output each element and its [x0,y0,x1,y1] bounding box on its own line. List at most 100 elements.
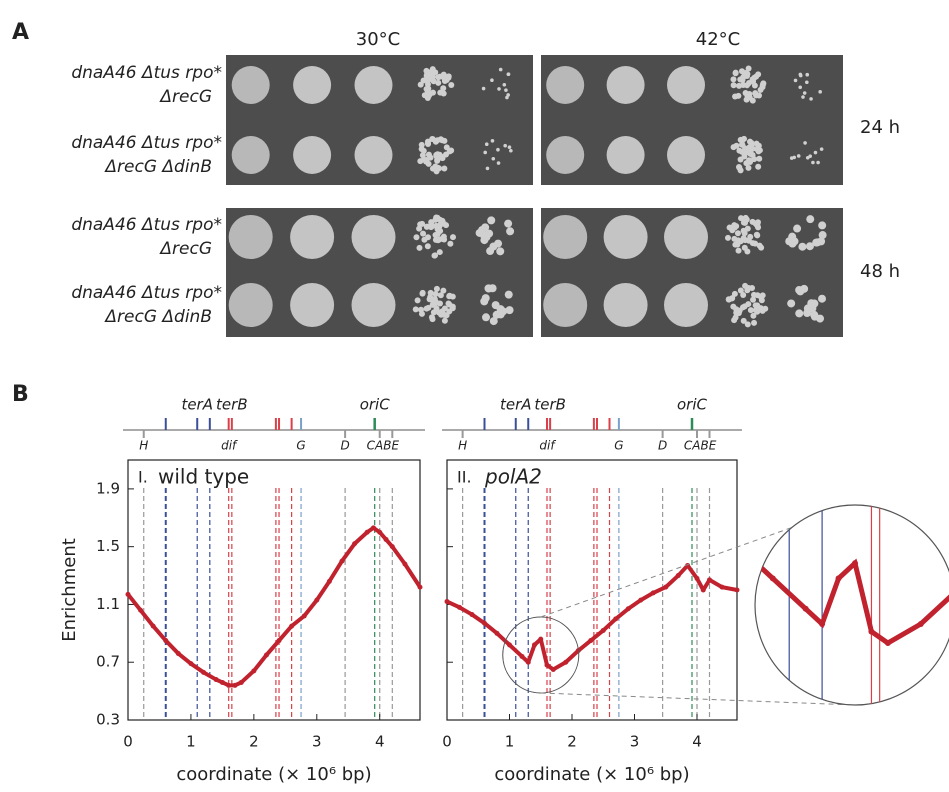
zoom-source [502,616,580,694]
panel-label: B [12,382,29,407]
point [238,679,244,685]
point [232,682,238,688]
colony [420,156,427,163]
map-label: terA [500,396,532,414]
colony [433,285,440,292]
point [444,599,450,605]
x-tick-label: 4 [692,733,702,751]
strain-label: dnaA46 Δtus rpo* [71,133,222,153]
colony [485,166,490,171]
colony [502,82,507,87]
colony [428,314,435,321]
plot-frame [127,459,421,721]
colony [753,221,760,228]
colony [734,230,741,237]
panel-numeral: II. [457,468,472,487]
y-tick-label: 1.5 [96,537,120,555]
colony [724,234,731,241]
point [364,529,370,535]
colony [742,145,749,152]
map-label: dif [221,439,238,453]
column-header: 42°C [696,29,740,50]
colony [739,77,746,84]
colony [805,72,810,77]
colony [509,148,513,153]
map-label: CABE [367,439,400,453]
colony [744,225,751,232]
point [377,529,383,535]
colony [810,299,819,308]
map-label: H [139,439,148,453]
spot [290,215,335,259]
colony [417,306,424,313]
colony [733,223,740,230]
colony [424,140,431,147]
x-tick-label: 3 [312,733,322,751]
panel-numeral: I. [138,468,148,487]
colony [441,137,448,144]
colony [735,237,742,244]
colony [756,155,763,162]
colony [497,87,501,91]
colony [418,141,425,148]
colony [437,89,444,96]
point [625,606,631,612]
point [383,536,389,542]
spot [546,66,585,104]
point [314,597,320,603]
x-tick-label: 4 [375,733,385,751]
colony [813,238,822,247]
colony [412,306,419,313]
colony [505,95,509,100]
colony [819,147,824,151]
panel-label: A [12,20,29,45]
spot [351,283,396,327]
colony [432,291,439,298]
colony [446,293,453,300]
colony [440,71,447,78]
colony [423,67,430,74]
colony [751,319,758,326]
point [339,558,345,564]
colony [808,154,812,159]
strain-label: dnaA46 Δtus rpo* [71,63,222,83]
colony [746,91,753,98]
zoom-point [819,621,826,628]
colony [740,235,747,242]
strain-label: ΔrecG [158,239,212,259]
colony [753,140,760,147]
spot [351,215,396,259]
colony [736,164,743,171]
strain-label: ΔrecG ΔdinB [103,157,212,177]
map-label: H [458,439,467,453]
colony [802,91,807,95]
colony [441,311,448,318]
spot [664,283,708,327]
colony [729,295,736,302]
x-tick-label: 0 [123,733,133,751]
point [276,638,282,644]
colony [504,290,513,299]
chart-title: wild type [158,465,249,489]
point [150,623,156,629]
colony [448,82,455,89]
colony [740,317,747,324]
colony [796,154,801,158]
spot [228,215,273,259]
chart-title: polA2 [484,465,542,489]
colony [744,321,751,328]
colony [436,249,443,256]
colony [816,314,825,323]
colony [732,314,739,321]
point [138,607,144,613]
trend [446,563,738,672]
point [613,616,619,622]
spot [543,283,588,327]
map-label: dif [539,439,556,453]
zoom-connector [540,504,856,618]
colony [425,160,432,167]
colony [435,309,442,316]
colony [750,78,757,85]
colony [760,80,767,87]
colony [425,304,432,311]
